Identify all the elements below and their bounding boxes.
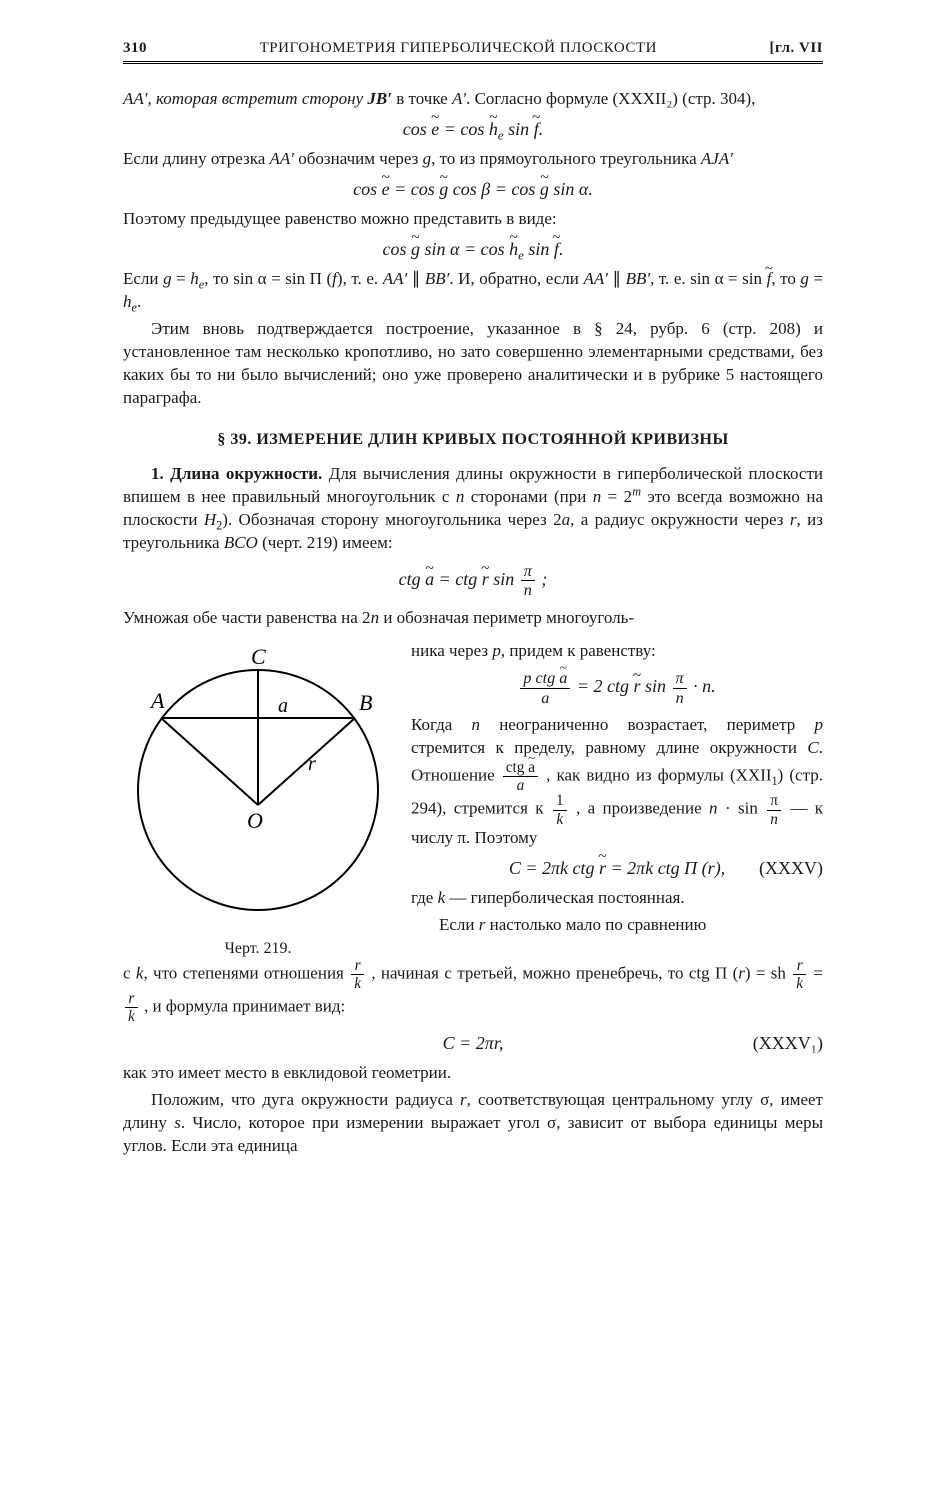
formula: cos e = cos he sin f. [123,119,823,140]
formula: cos g sin α = cos he sin f. [123,239,823,260]
formula: cos e = cos g cos β = cos g sin α. [123,179,823,200]
section-heading: § 39. ИЗМЕРЕНИЕ ДЛИН КРИВЫХ ПОСТОЯННОЙ К… [123,431,823,449]
paragraph: Когда n неограниченно возрастает, периме… [411,714,823,850]
svg-text:B: B [359,690,372,715]
figure-text-wrap: A C B O a r Черт. 219. ника через p, при… [123,640,823,958]
equation-tag: (XXXV) [759,858,823,879]
paragraph: с k, что степенями отношения rk , начина… [123,958,823,1025]
paragraph: 1. Длина окружности. Для вычисления длин… [123,463,823,555]
running-header: 310 ТРИГОНОМЕТРИЯ ГИПЕРБОЛИЧЕСКОЙ ПЛОСКО… [123,40,823,64]
paragraph: Если длину отрезка AA′ обозначим через g… [123,148,823,171]
figure-caption: Черт. 219. [123,940,393,958]
svg-text:C: C [251,644,266,669]
paragraph: Поэтому предыдущее равенство можно предс… [123,208,823,231]
paragraph: где k — гиперболическая постоянная. [411,887,823,910]
paragraph: Этим вновь подтверждается построение, ук… [123,318,823,410]
chapter-label: [гл. VII [770,40,823,57]
formula: ctg a = ctg r sin πn ; [123,563,823,598]
page-number: 310 [123,40,147,57]
paragraph: AA′, которая встретит сторону JB′ в точк… [123,88,823,111]
svg-text:A: A [149,688,165,713]
svg-text:O: O [247,808,263,833]
formula: C = 2πr, (XXXV₁) [123,1033,823,1054]
paragraph: Положим, что дуга окружности радиуса r, … [123,1089,823,1158]
paragraph: ника через p, придем к равенству: [411,640,823,663]
figure-219-diagram: A C B O a r [123,640,393,930]
formula: C = 2πk ctg r = 2πk ctg П (r), (XXXV) [411,858,823,879]
paragraph: Умножая обе части равенства на 2n и обоз… [123,607,823,630]
paragraph: как это имеет место в евклидовой геометр… [123,1062,823,1085]
running-title: ТРИГОНОМЕТРИЯ ГИПЕРБОЛИЧЕСКОЙ ПЛОСКОСТИ [147,40,770,57]
paragraph: Если r настолько мало по сравнению [411,914,823,937]
equation-tag: (XXXV₁) [753,1033,823,1054]
formula: p ctg aa = 2 ctg r sin πn · n. [411,670,823,705]
paragraph: Если g = he, то sin α = sin П (f), т. е.… [123,268,823,314]
svg-text:a: a [278,695,288,717]
svg-text:r: r [308,753,316,775]
